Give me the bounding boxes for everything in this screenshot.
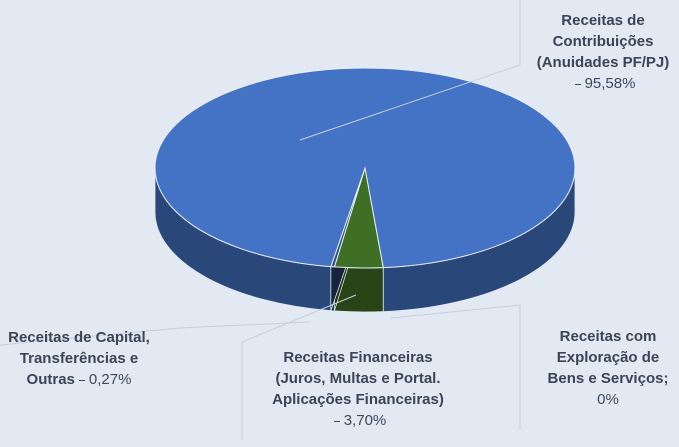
data-label: Receitas de Contribuições (Anuidades PF/…	[532, 10, 674, 94]
data-label: Receitas de Capital, Transferências e Ou…	[8, 327, 150, 390]
label-value: 95,58%	[584, 75, 636, 92]
label-name: Receitas Financeiras (Juros, Multas e Po…	[272, 349, 444, 408]
data-label: Receitas com Exploração de Bens e Serviç…	[538, 326, 678, 410]
leader-line	[299, 0, 521, 141]
label-separator	[333, 420, 340, 422]
data-label: Receitas Financeiras (Juros, Multas e Po…	[269, 347, 447, 431]
label-name: Receitas com Exploração de Bens e Serviç…	[547, 328, 669, 387]
leader-line	[0, 321, 311, 346]
label-separator	[574, 83, 581, 85]
label-name: Receitas de Capital, Transferências e Ou…	[8, 329, 150, 388]
label-value: 0,27%	[88, 371, 132, 388]
label-separator	[78, 379, 85, 381]
pie-slice	[154, 67, 576, 269]
label-value: 3,70%	[343, 412, 387, 429]
leader-line	[241, 294, 357, 440]
label-value: 0%	[597, 391, 619, 408]
label-name: Receitas de Contribuições (Anuidades PF/…	[536, 12, 670, 71]
leader-line	[390, 304, 521, 430]
